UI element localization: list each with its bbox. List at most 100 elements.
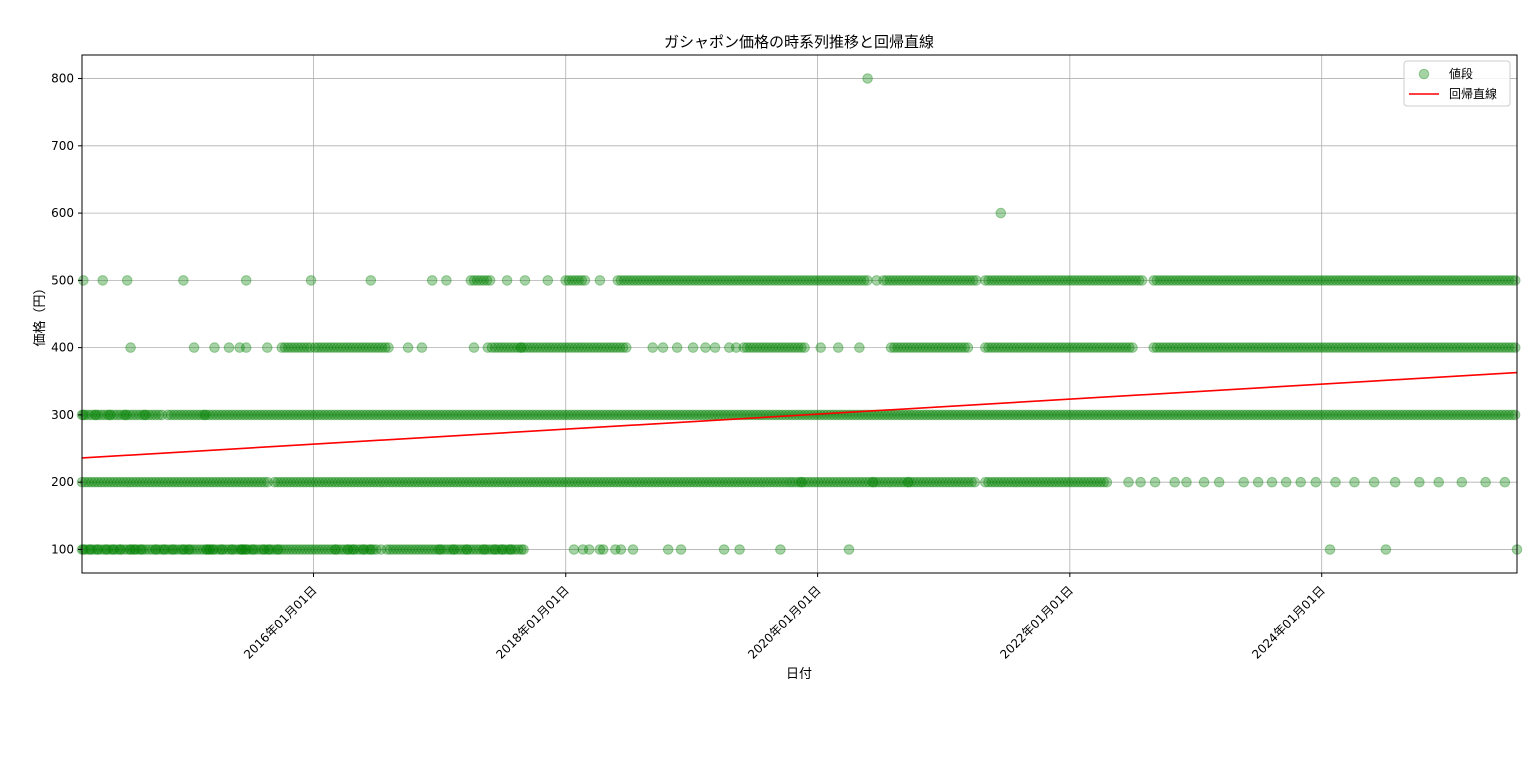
scatter-point: [191, 544, 203, 555]
scatter-point: [294, 476, 306, 488]
scatter-point: [863, 409, 875, 421]
scatter-point: [544, 342, 555, 353]
scatter-point: [605, 342, 616, 353]
scatter-point: [774, 476, 786, 488]
scatter-point: [179, 476, 190, 488]
scatter-point: [1066, 342, 1077, 353]
scatter-point: [323, 544, 334, 555]
scatter-point: [726, 476, 738, 488]
scatter-point: [975, 409, 987, 421]
scatter-point: [949, 409, 961, 421]
y-tick-label: 300: [51, 408, 74, 422]
scatter-point: [285, 476, 296, 488]
scatter-point: [1050, 342, 1061, 353]
scatter-point: [1209, 409, 1220, 421]
scatter-point: [1225, 409, 1236, 421]
scatter-point: [1510, 275, 1521, 286]
scatter-point: [1186, 409, 1198, 421]
scatter-point: [1375, 342, 1387, 353]
scatter-point: [1042, 409, 1054, 421]
scatter-point: [460, 409, 471, 421]
scatter-point: [528, 342, 539, 353]
scatter-point: [319, 544, 331, 555]
scatter-point: [760, 342, 772, 353]
scatter-point: [1295, 342, 1307, 353]
scatter-point: [448, 544, 459, 555]
scatter-point: [1308, 409, 1319, 421]
scatter-point: [428, 409, 439, 421]
scatter-point: [764, 342, 775, 353]
scatter-point: [576, 476, 588, 488]
scatter-point: [1394, 342, 1406, 353]
scatter-point: [1170, 409, 1182, 421]
scatter-point: [585, 409, 596, 421]
scatter-point: [217, 409, 228, 421]
scatter-point: [669, 476, 680, 488]
scatter-point: [1378, 275, 1390, 286]
scatter-point: [506, 476, 517, 488]
scatter-point: [191, 409, 202, 421]
scatter-point: [692, 275, 704, 286]
scatter-point: [937, 342, 948, 353]
scatter-point: [255, 544, 267, 555]
scatter-point: [615, 544, 627, 555]
scatter-point: [709, 342, 721, 353]
scatter-point: [839, 275, 851, 286]
scatter-point: [1031, 275, 1042, 286]
scatter-point: [1149, 476, 1161, 488]
scatter-point: [1298, 409, 1310, 421]
scatter-point: [389, 409, 401, 421]
scatter-point: [1286, 342, 1297, 353]
y-tick-label: 800: [51, 72, 74, 86]
scatter-point: [95, 544, 107, 555]
scatter-point: [867, 476, 879, 488]
scatter-point: [1462, 342, 1473, 353]
scatter-point: [1378, 409, 1390, 421]
scatter-point: [983, 476, 994, 488]
scatter-point: [275, 544, 286, 555]
scatter-point: [1414, 342, 1425, 353]
scatter-point: [661, 409, 673, 421]
scatter-point: [554, 476, 565, 488]
scatter-point: [1108, 275, 1119, 286]
scatter-point: [281, 544, 293, 555]
scatter-point: [515, 342, 527, 353]
scatter-point: [1493, 409, 1505, 421]
scatter-point: [1193, 275, 1204, 286]
scatter-point: [139, 409, 151, 421]
scatter-point: [1439, 342, 1451, 353]
scatter-point: [220, 544, 232, 555]
scatter-point: [714, 476, 725, 488]
scatter-point: [679, 275, 691, 286]
scatter-point: [243, 476, 254, 488]
scatter-point: [1423, 409, 1434, 421]
scatter-point: [901, 409, 913, 421]
scatter-point: [150, 544, 161, 555]
scatter-point: [634, 476, 645, 488]
scatter-point: [819, 476, 830, 488]
scatter-point: [226, 544, 238, 555]
scatter-point: [1063, 342, 1074, 353]
scatter-point: [1127, 342, 1138, 353]
scatter-point: [983, 275, 994, 286]
scatter-point: [1270, 275, 1281, 286]
scatter-point: [1218, 409, 1230, 421]
scatter-point: [1044, 342, 1055, 353]
scatter-point: [959, 476, 971, 488]
scatter-point: [463, 409, 475, 421]
scatter-point: [429, 544, 441, 555]
scatter-point: [1098, 342, 1109, 353]
scatter-point: [740, 275, 752, 286]
scatter-point: [744, 342, 756, 353]
scatter-point: [1092, 476, 1103, 488]
scatter-point: [1471, 342, 1483, 353]
scatter-point: [1199, 275, 1211, 286]
scatter-point: [178, 544, 189, 555]
scatter-point: [656, 476, 668, 488]
scatter-point: [451, 476, 463, 488]
scatter-point: [1350, 275, 1361, 286]
scatter-point: [711, 275, 723, 286]
scatter-point: [754, 342, 766, 353]
scatter-point: [1420, 342, 1431, 353]
scatter-point: [90, 409, 102, 421]
